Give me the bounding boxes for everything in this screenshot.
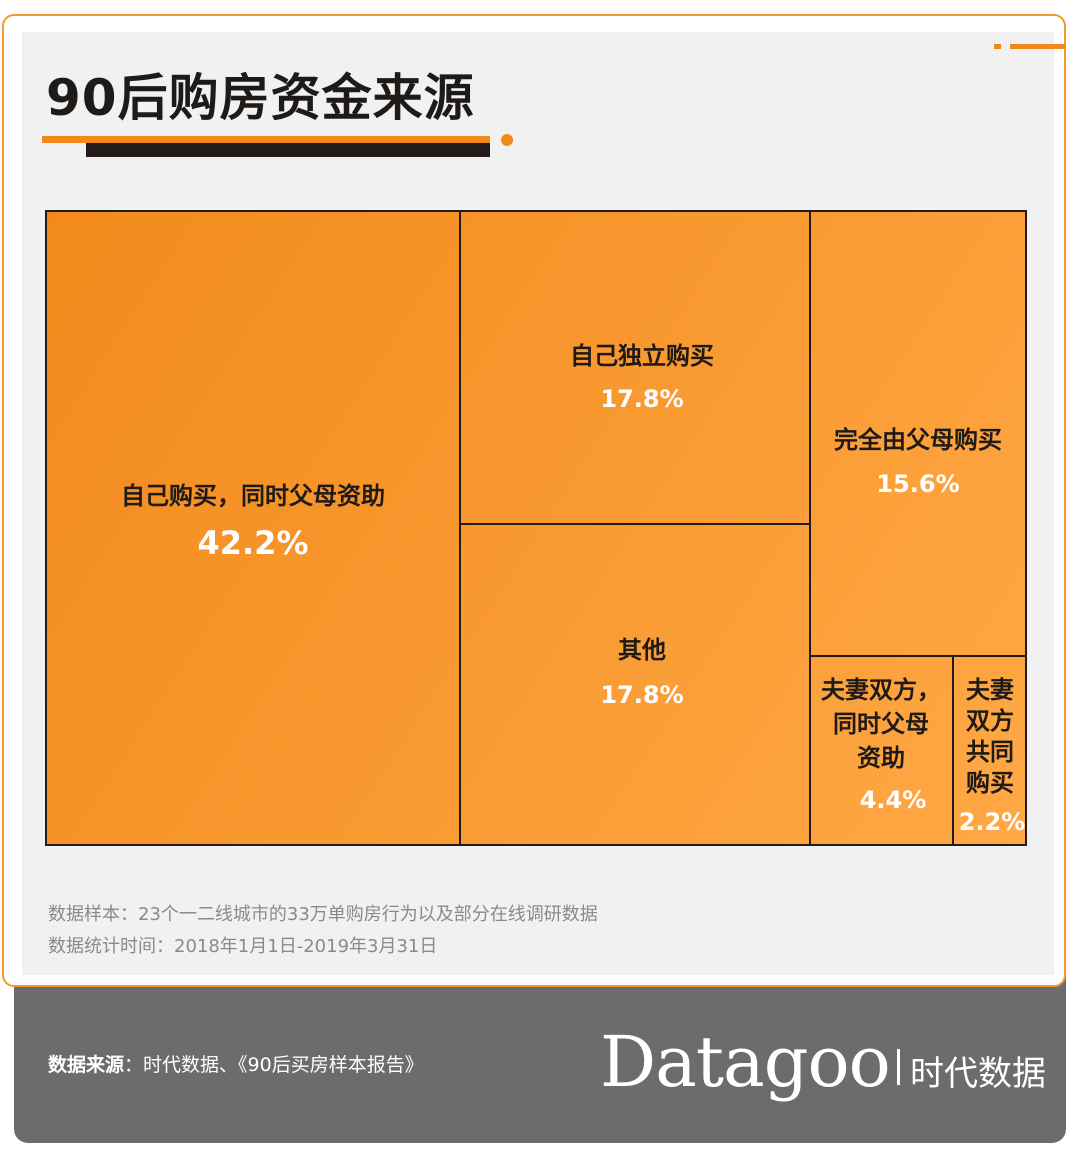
treemap-label-couple-joint: 夫妻: [966, 676, 1014, 704]
data-source-label: 数据来源: [48, 1054, 125, 1076]
treemap-label-couple-with-parents: 同时父母: [833, 710, 929, 738]
treemap-cell-couple-with-parents: [809, 655, 954, 846]
corner-accent-bar: [1010, 44, 1066, 49]
treemap-label-couple-with-parents: 夫妻双方，: [821, 676, 941, 704]
treemap-label-couple-with-parents: 资助: [857, 744, 905, 772]
treemap-value-couple-joint: 2.2%: [959, 808, 1026, 836]
period-note: 数据统计时间：2018年1月1日-2019年3月31日: [48, 936, 438, 957]
treemap-cell-other: [459, 523, 811, 846]
treemap-value-couple-with-parents: 4.4%: [860, 786, 927, 814]
treemap-label-couple-joint: 共同: [966, 738, 1014, 766]
treemap-label-other: 其他: [618, 636, 666, 664]
treemap-cell-couple-joint: [952, 655, 1027, 846]
brand-separator: [897, 1049, 900, 1085]
treemap-value-parents-only: 15.6%: [876, 470, 959, 498]
treemap-label-couple-joint: 购买: [966, 769, 1014, 797]
title-dot: [501, 134, 513, 146]
treemap-value-other: 17.8%: [600, 681, 683, 709]
corner-accent-dot: [994, 44, 1001, 49]
treemap-label-couple-joint: 双方: [966, 707, 1014, 735]
title-underline-black: [86, 143, 490, 157]
treemap-value-self-independent: 17.8%: [600, 385, 683, 413]
data-source: 数据来源：时代数据、《90后买房样本报告》: [48, 1050, 424, 1077]
title-underline-orange: [42, 136, 490, 143]
footer-band: [14, 975, 1066, 1143]
data-source-text: ：时代数据、《90后买房样本报告》: [124, 1054, 424, 1076]
treemap-value-self-with-parents: 42.2%: [197, 524, 308, 562]
treemap-cell-parents-only: [809, 210, 1027, 657]
treemap-label-self-with-parents: 自己购买，同时父母资助: [121, 482, 385, 510]
treemap-label-self-independent: 自己独立购买: [570, 342, 714, 370]
brand-logo: Datagoo: [600, 1021, 891, 1103]
treemap-label-parents-only: 完全由父母购买: [834, 426, 1002, 454]
brand-cn-name: 时代数据: [910, 1054, 1046, 1094]
treemap-cell-self-with-parents: [45, 210, 461, 846]
sample-note: 数据样本：23个一二线城市的33万单购房行为以及部分在线调研数据: [48, 904, 598, 925]
page-title: 90后购房资金来源: [46, 69, 475, 127]
